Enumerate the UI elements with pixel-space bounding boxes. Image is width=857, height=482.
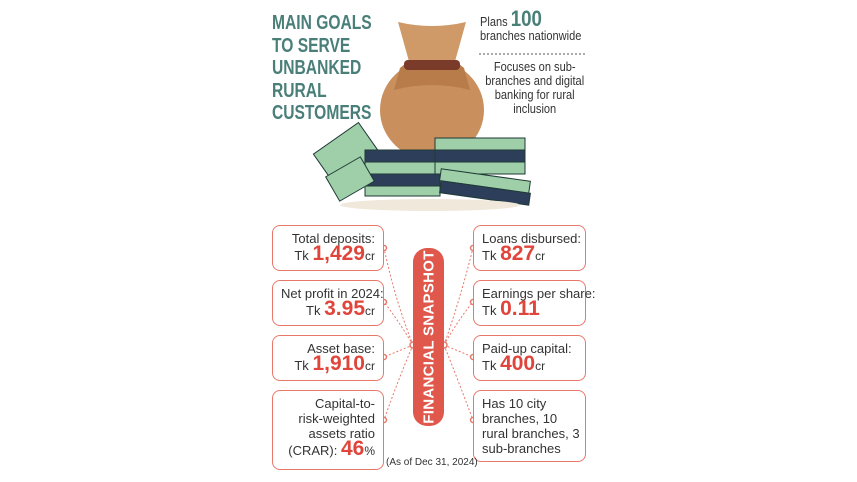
stat-unit: cr [535,359,546,373]
stat-card: Net profit in 2024: Tk 3.95cr [272,280,384,326]
snapshot-label-pill: FINANCIAL SNAPSHOT [413,248,444,426]
goal-highlight: 100 [510,6,542,31]
stat-card: Asset base: Tk 1,910cr [272,335,384,381]
stat-label: Net profit in 2024: [281,286,384,301]
stat-value: 827 [500,242,536,265]
note: (As of Dec 31, 2024) [386,457,478,468]
stat-value-line: Tk 400cr [482,353,577,374]
stat-value-line: Tk 827cr [482,243,577,264]
stat-value-line: Tk 0.11 [482,298,577,319]
stat-prefix: Tk [306,303,321,318]
stat-card: Earnings per share: Tk 0.11 [473,280,596,326]
snapshot-label: FINANCIAL SNAPSHOT [420,250,437,424]
stat-value: 1,910 [312,352,365,375]
stat-unit: cr [365,304,375,318]
stat-label: Capital-to- [315,396,375,411]
stat-prefix: (CRAR): [288,443,338,458]
goal-line: inclusion [513,101,557,116]
stat-value-line: (CRAR): 46% [281,438,375,459]
stat-prefix: Tk [482,303,497,318]
stat-card: Paid-up capital: Tk 400cr [473,335,586,381]
stat-card: Has 10 city branches, 10 rural branches, 3… [473,390,586,462]
goal-line: branches and digital [485,73,585,88]
title-line: RURAL [272,79,327,102]
stat-unit: % [364,444,375,458]
stat-value: 0.11 [500,297,540,320]
stat-label: Earnings per share: [482,286,596,301]
stat-prefix: Tk [294,248,309,263]
title-line: UNBANKED [272,57,362,79]
title-line: CUSTOMERS [272,102,372,124]
stat-card: Loans disbursed: Tk 827cr [473,225,586,271]
stat-label: assets ratio [308,426,375,441]
stat-value: 1,429 [312,242,365,265]
stat-prefix: Tk [482,358,497,373]
stat-value-line: Tk 3.95cr [281,298,375,319]
title-line: MAIN GOALS [272,12,372,34]
goal: Focuses on sub- branches and digital ban… [482,60,587,116]
stat-value: 400 [500,352,536,375]
stat-unit: cr [365,249,375,263]
goal: Plans 100 branches nationwide [480,8,582,43]
stat-prefix: Tk [482,248,497,263]
stat-label: Has 10 city [482,396,547,411]
stat-label: risk-weighted [298,411,375,426]
stat-label: branches, 10 [482,411,558,426]
goal-line: branches nationwide [480,28,582,43]
stat-value-line: Tk 1,910cr [281,353,375,374]
stat-label: Total deposits: [291,231,375,246]
stat-prefix: Tk [294,358,309,373]
stat-value: 46 [340,437,365,460]
stat-value: 3.95 [324,297,365,320]
stat-label: rural branches, 3 [482,426,580,441]
stat-label: Loans disbursed: [482,231,582,246]
goal-line: banking for rural [494,87,575,102]
goal-prefix: Plans [480,14,508,29]
goal-line: Focuses on sub- [493,59,576,74]
stat-card: Capital-to-risk-weighted assets ratio (CRA… [272,390,384,470]
stat-value-line: Tk 1,429cr [281,243,375,264]
stat-unit: cr [365,359,375,373]
stat-label: Asset base: [307,341,375,356]
stat-unit: cr [535,249,546,263]
stat-label: sub-branches [482,441,561,456]
stat-card: Total deposits: Tk 1,429cr [272,225,384,271]
title-line: TO SERVE [272,34,351,57]
title: MAIN GOALS TO SERVE UNBANKED RURAL CUSTO… [272,12,372,125]
stat-label: Paid-up capital: [482,341,572,356]
